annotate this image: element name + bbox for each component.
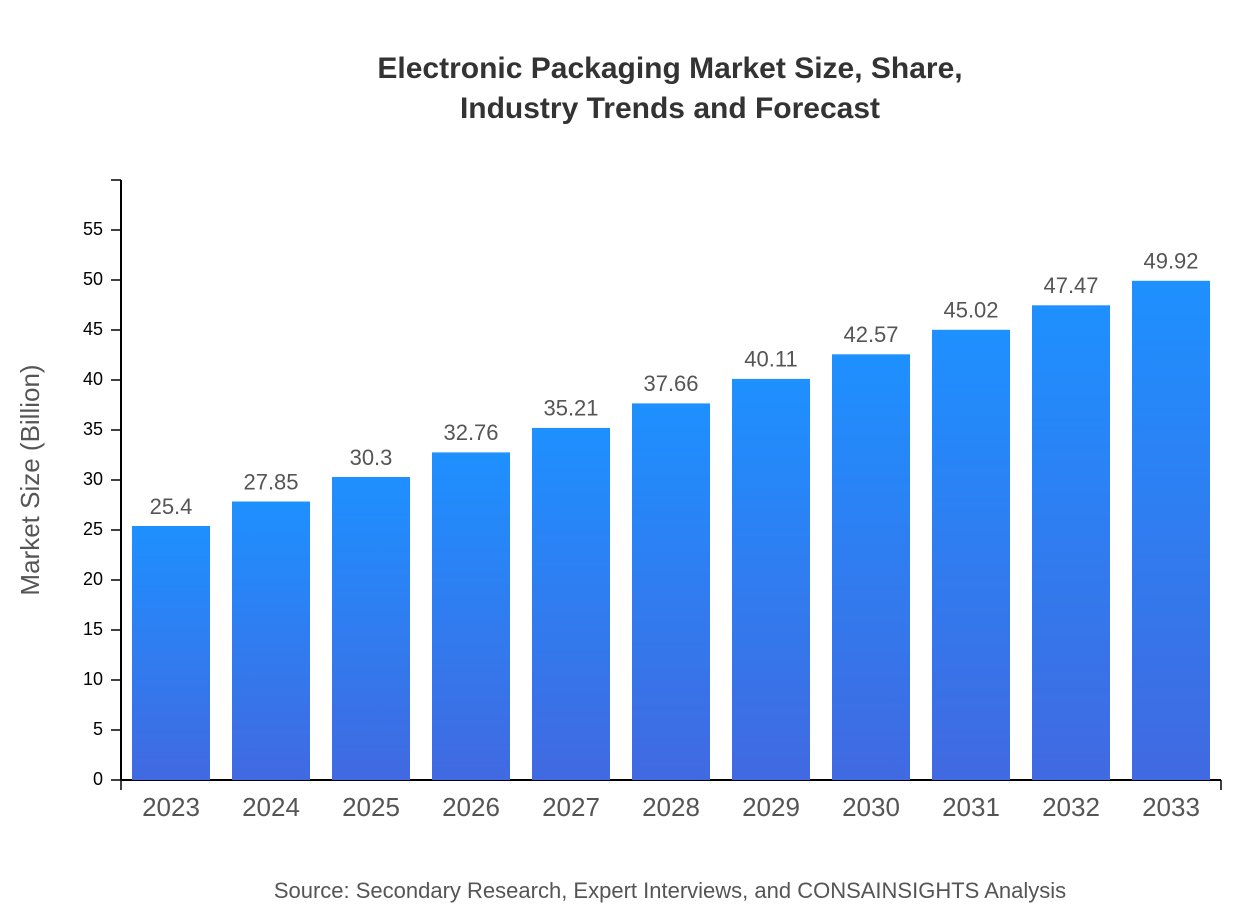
data-label: 49.92 — [1143, 249, 1198, 274]
y-tick-label: 0 — [93, 769, 103, 789]
bar — [532, 427, 610, 780]
y-tick-label: 55 — [83, 219, 103, 239]
y-tick-label: 30 — [83, 469, 103, 489]
data-label: 37.66 — [643, 371, 698, 396]
x-tick-label: 2027 — [542, 792, 600, 822]
y-tick-label: 15 — [83, 619, 103, 639]
y-tick-label: 50 — [83, 269, 103, 289]
bar — [1132, 280, 1210, 780]
data-label: 40.11 — [744, 347, 797, 372]
x-tick-label: 2032 — [1042, 792, 1100, 822]
y-tick-label: 45 — [83, 319, 103, 339]
x-tick-label: 2026 — [442, 792, 500, 822]
x-tick-label: 2028 — [642, 792, 700, 822]
x-tick-label: 2025 — [342, 792, 400, 822]
chart-title: Industry Trends and Forecast — [460, 92, 880, 125]
bar — [132, 526, 210, 780]
x-tick-label: 2024 — [242, 792, 300, 822]
bar — [832, 354, 910, 780]
data-label: 45.02 — [943, 298, 998, 323]
data-label: 47.47 — [1043, 273, 1098, 298]
y-tick-label: 20 — [83, 569, 103, 589]
bar — [232, 501, 310, 780]
data-label: 35.21 — [543, 396, 598, 421]
y-tick-label: 25 — [83, 519, 103, 539]
x-tick-label: 2030 — [842, 792, 900, 822]
data-label: 27.85 — [243, 469, 298, 494]
data-label: 30.3 — [350, 445, 393, 470]
y-tick-label: 5 — [93, 719, 103, 739]
x-tick-label: 2023 — [142, 792, 200, 822]
bar — [332, 477, 410, 780]
y-tick-label: 40 — [83, 369, 103, 389]
source-note: Source: Secondary Research, Expert Inter… — [274, 878, 1066, 903]
data-label: 32.76 — [443, 420, 498, 445]
bar — [732, 378, 810, 780]
y-tick-label: 35 — [83, 419, 103, 439]
data-label: 42.57 — [843, 322, 898, 347]
data-label: 25.4 — [150, 494, 193, 519]
bar — [932, 329, 1010, 780]
chart-title: Electronic Packaging Market Size, Share, — [377, 52, 962, 85]
y-tick-label: 10 — [83, 669, 103, 689]
bar — [632, 403, 710, 780]
x-tick-label: 2033 — [1142, 792, 1200, 822]
bar — [1032, 305, 1110, 780]
x-tick-label: 2031 — [942, 792, 1000, 822]
y-axis-label: Market Size (Billion) — [15, 364, 45, 595]
x-tick-label: 2029 — [742, 792, 800, 822]
bar — [432, 452, 510, 780]
